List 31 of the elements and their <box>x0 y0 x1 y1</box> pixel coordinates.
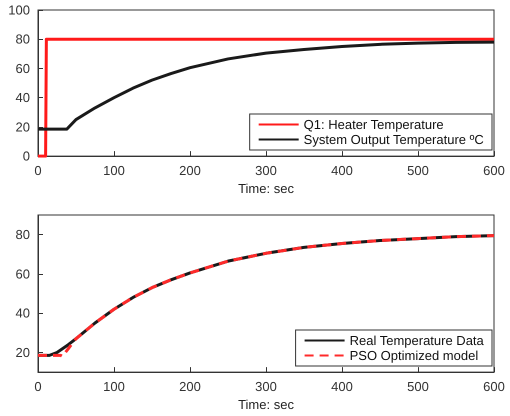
x-tick-label: 600 <box>483 163 505 178</box>
x-axis-title: Time: sec <box>238 181 294 196</box>
x-tick-label: 500 <box>407 163 429 178</box>
y-tick-label: 100 <box>8 2 30 18</box>
legend-label: PSO Optimized model <box>350 348 478 363</box>
y-tick-label: 40 <box>16 90 30 106</box>
x-tick-label: 200 <box>179 379 201 394</box>
y-tick-label: 80 <box>16 32 30 47</box>
y-tick-label: 80 <box>16 227 30 242</box>
legend-label: System Output Temperature ºC <box>304 132 484 147</box>
x-tick-label: 300 <box>255 379 277 394</box>
y-tick-label: 60 <box>16 60 30 76</box>
legend-label: Real Temperature Data <box>350 333 485 348</box>
x-tick-label: 300 <box>255 163 277 178</box>
x-tick-label: 0 <box>34 379 42 394</box>
y-tick-label: 20 <box>16 119 30 134</box>
legend-label: Q1: Heater Temperature <box>304 117 444 132</box>
y-tick-label: 20 <box>16 344 30 360</box>
x-tick-label: 200 <box>179 163 201 178</box>
x-tick-label: 100 <box>103 379 125 394</box>
y-tick-label: 60 <box>16 266 30 282</box>
y-tick-label: 0 <box>22 148 30 164</box>
x-tick-label: 0 <box>34 163 42 178</box>
y-tick-label: 40 <box>16 306 30 321</box>
line-series <box>36 40 496 131</box>
x-tick-label: 100 <box>103 163 125 178</box>
x-tick-label: 500 <box>407 379 429 394</box>
x-axis-title: Time: sec <box>238 397 294 412</box>
x-tick-label: 400 <box>331 163 353 178</box>
x-tick-label: 400 <box>331 379 353 394</box>
x-tick-label: 600 <box>483 379 505 394</box>
